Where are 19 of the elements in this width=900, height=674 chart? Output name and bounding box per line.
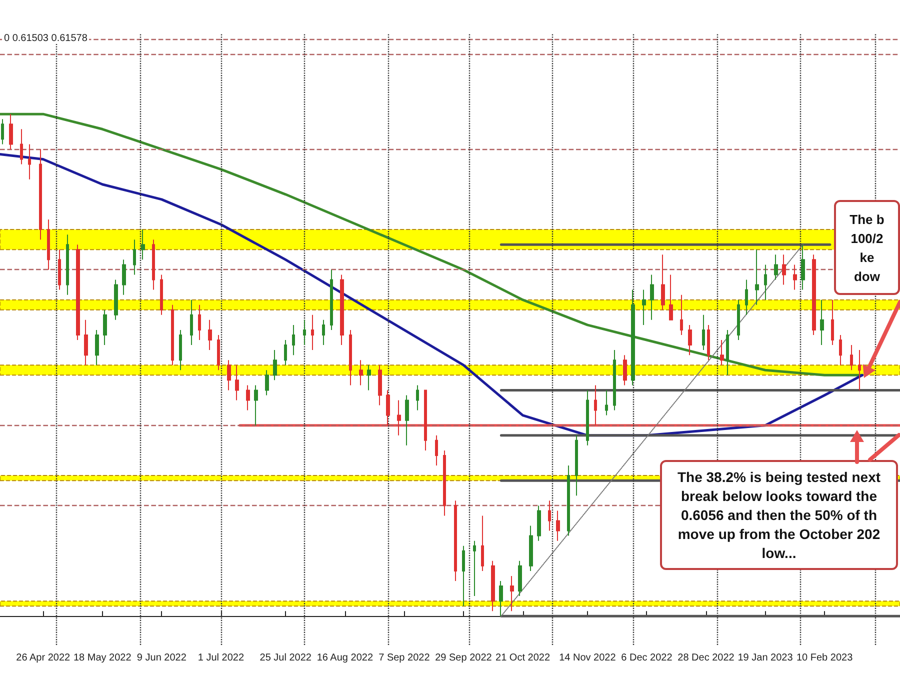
callout-box: The 38.2% is being tested next break below looks toward the 0.6056 and then the 50% of th move up from the October 202 low... [660,460,898,570]
x-tick-label: 10 Feb 2023 [796,652,854,664]
text: 0 0.61503 0.61578 [2,33,90,44]
x-tick-label: 26 Apr 2022 [16,652,71,664]
callout-box: The b 100/2 ke dow [834,200,900,295]
x-tick-label: 29 Sep 2022 [435,652,492,664]
x-tick-label: 25 Jul 2022 [260,652,312,664]
annotation: The 38.2% is being tested next break below looks toward the 0.6056 and then the 50% of th move up from the October 202 low... [677,468,881,562]
x-tick-label: 28 Dec 2022 [678,652,735,664]
x-tick-label: 1 Jul 2022 [198,652,244,664]
x-tick-label: 6 Dec 2022 [621,652,673,664]
x-tick-label: 18 May 2022 [73,652,132,664]
x-tick-label: 21 Oct 2022 [496,652,550,664]
x-tick-label: 9 Jun 2022 [136,652,187,664]
x-tick-label: 14 Nov 2022 [559,652,616,664]
x-tick-label: 7 Sep 2022 [378,652,430,664]
annotation: The b 100/2 ke dow [850,210,884,286]
x-tick-label: 16 Aug 2022 [316,652,374,664]
x-tick-label: 19 Jan 2023 [738,652,794,664]
